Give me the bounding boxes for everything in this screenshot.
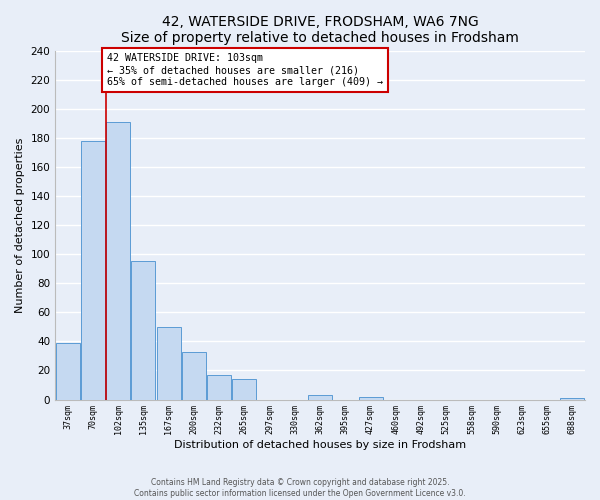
Bar <box>157 327 181 400</box>
Text: Contains HM Land Registry data © Crown copyright and database right 2025.
Contai: Contains HM Land Registry data © Crown c… <box>134 478 466 498</box>
X-axis label: Distribution of detached houses by size in Frodsham: Distribution of detached houses by size … <box>174 440 466 450</box>
Bar <box>106 122 130 400</box>
Y-axis label: Number of detached properties: Number of detached properties <box>15 138 25 312</box>
Bar <box>182 352 206 400</box>
Title: 42, WATERSIDE DRIVE, FRODSHAM, WA6 7NG
Size of property relative to detached hou: 42, WATERSIDE DRIVE, FRODSHAM, WA6 7NG S… <box>121 15 519 45</box>
Bar <box>359 396 383 400</box>
Bar <box>207 375 231 400</box>
Bar <box>81 140 105 400</box>
Bar <box>56 343 80 400</box>
Bar <box>131 262 155 400</box>
Bar <box>308 395 332 400</box>
Bar <box>232 379 256 400</box>
Text: 42 WATERSIDE DRIVE: 103sqm
← 35% of detached houses are smaller (216)
65% of sem: 42 WATERSIDE DRIVE: 103sqm ← 35% of deta… <box>107 54 383 86</box>
Bar <box>560 398 584 400</box>
